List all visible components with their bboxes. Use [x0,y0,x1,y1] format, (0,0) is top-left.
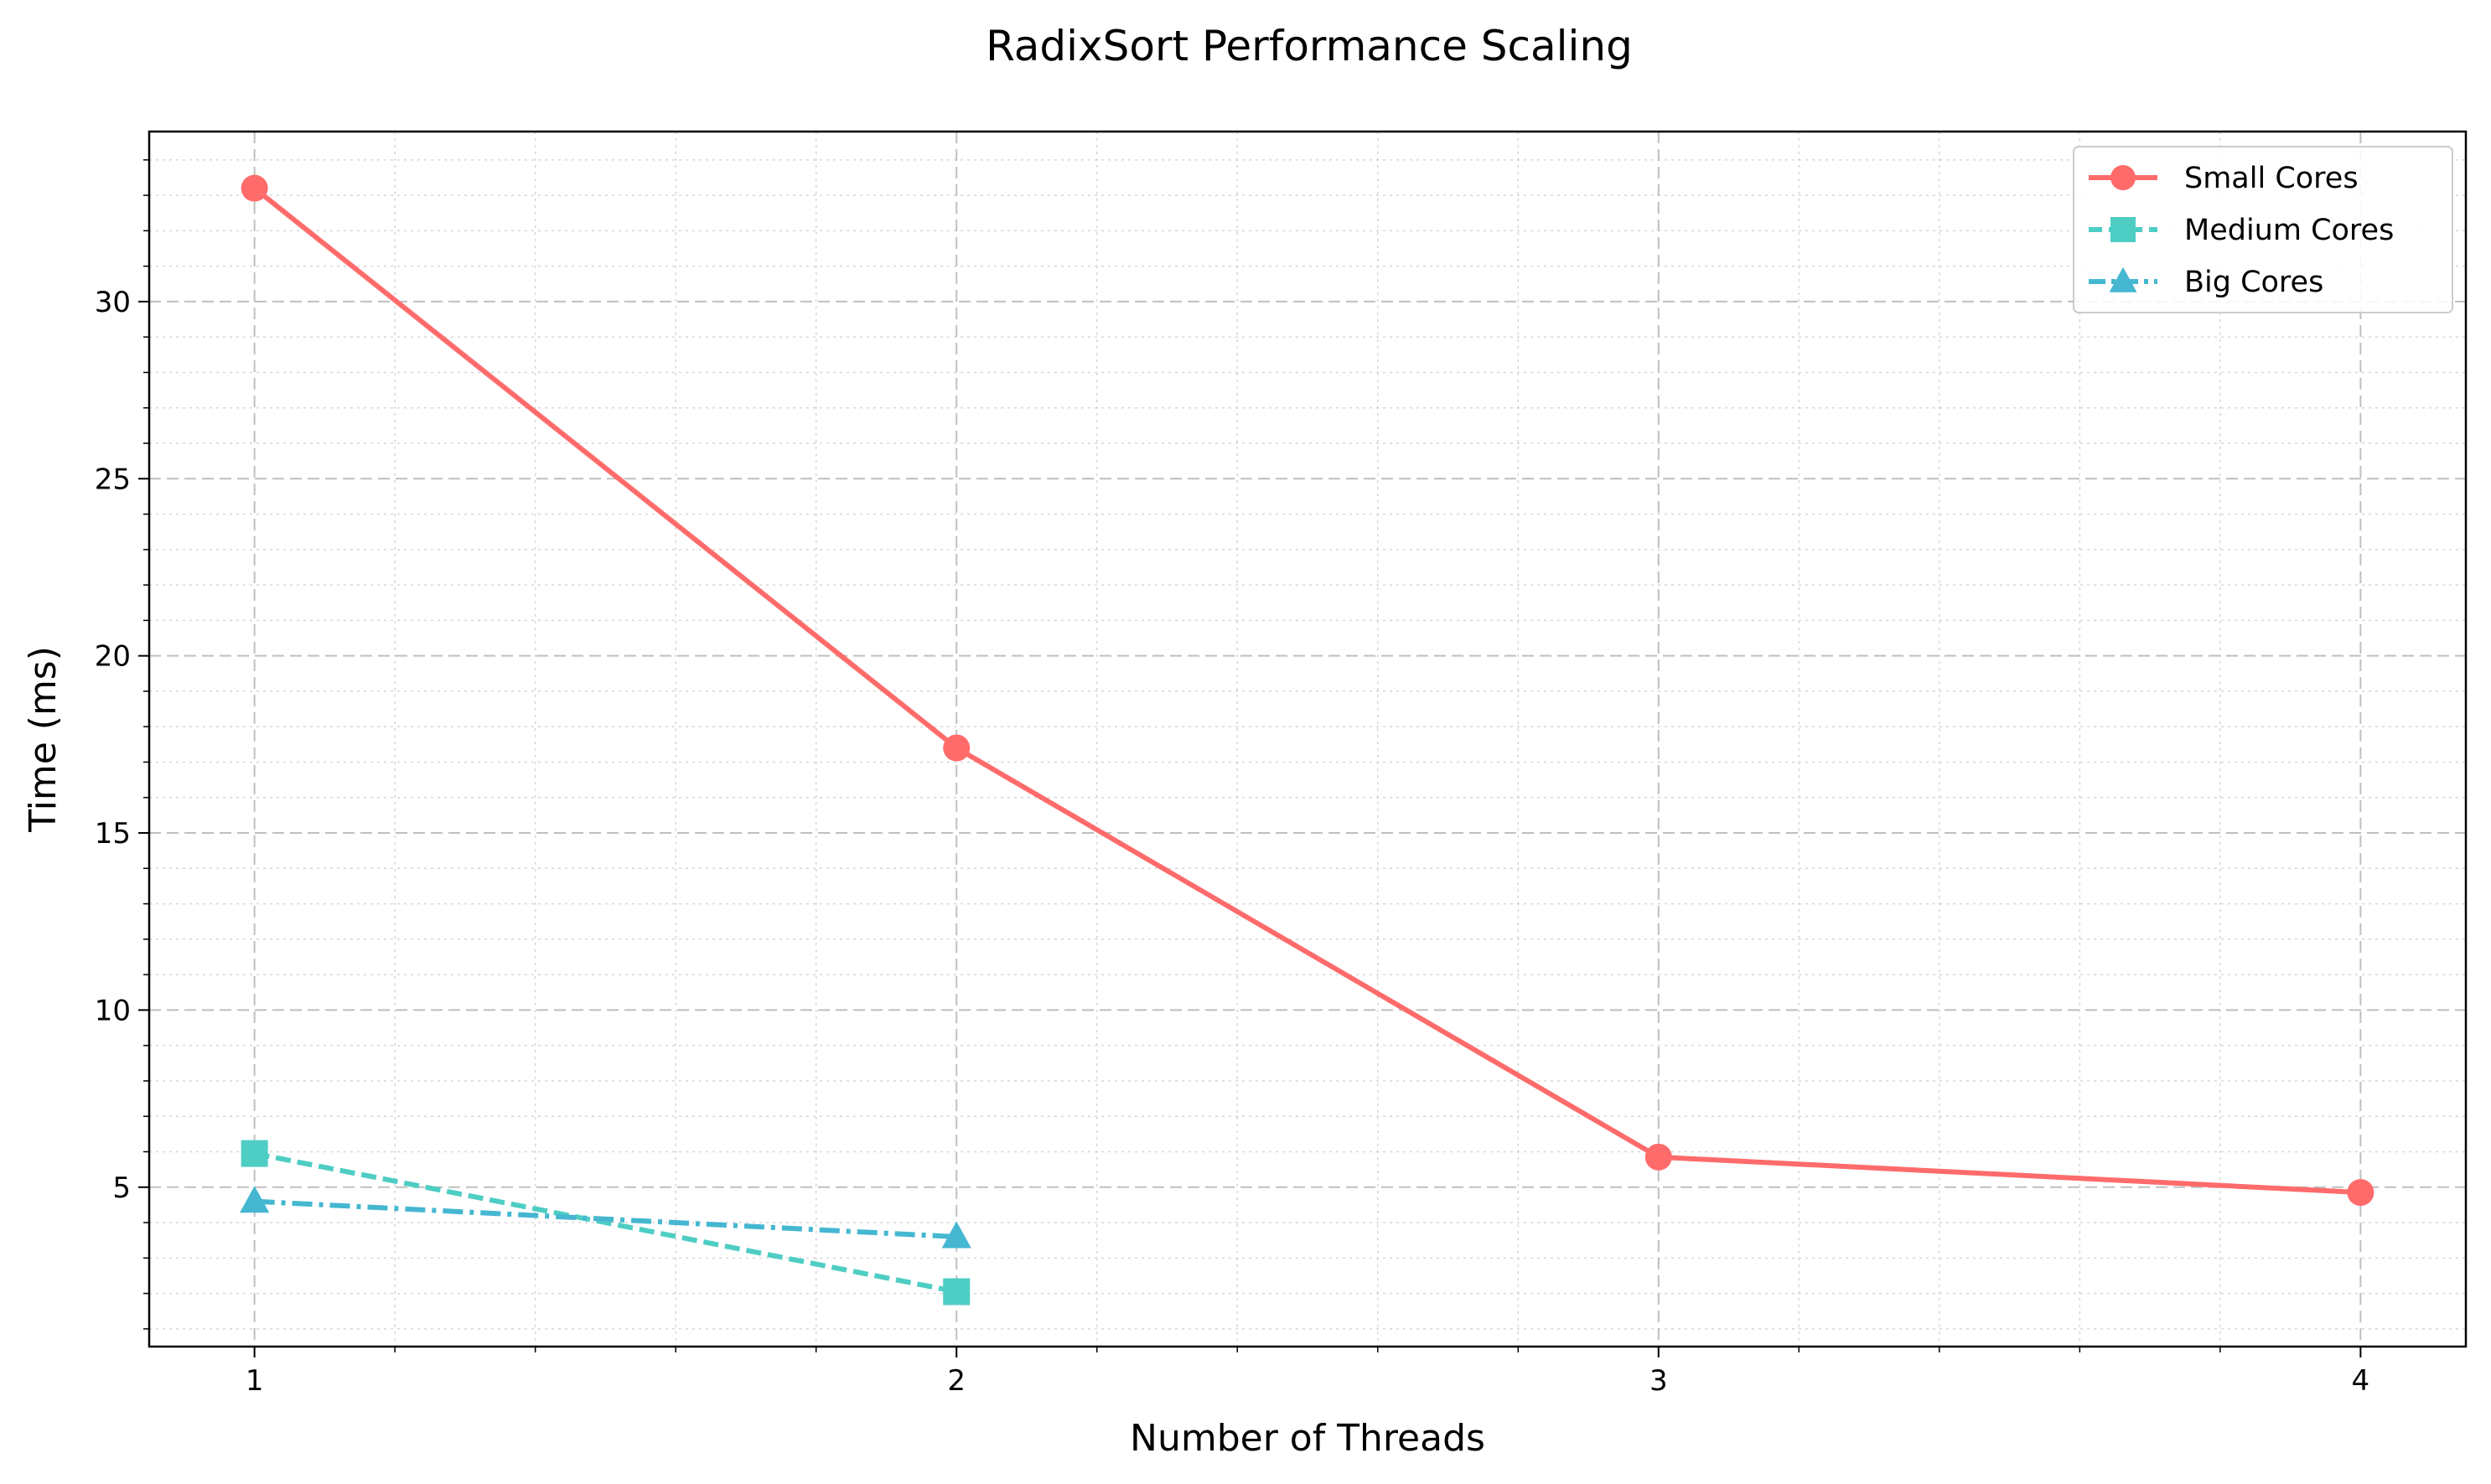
data-point [2110,165,2136,190]
x-tick-label: 2 [947,1364,966,1398]
data-point [943,734,971,762]
y-axis-label: Time (ms) [22,646,65,833]
x-tick-label: 1 [246,1364,264,1398]
y-tick-label: 30 [95,286,131,319]
series-1 [241,1140,971,1306]
legend-item: Medium Cores [2089,214,2394,247]
legend-box [2073,146,2453,313]
chart-title: RadixSort Performance Scaling [986,22,1633,70]
legend-item: Small Cores [2089,162,2359,195]
data-point [943,1278,971,1306]
series-line [252,186,2361,1196]
series-2 [240,1186,971,1249]
series-0 [241,174,2374,1207]
legend-label: Big Cores [2184,266,2323,299]
legend-label: Small Cores [2184,162,2359,195]
x-tick-label: 3 [1649,1364,1668,1398]
y-tick-label: 25 [95,463,131,496]
data-point [2109,266,2137,292]
data-point [941,1221,971,1249]
series-line [254,1150,957,1295]
data-point [240,1186,270,1213]
data-point [2110,217,2136,242]
data-point [241,1140,268,1167]
legend: Small Cores Medium Cores Big Cores [2073,146,2453,313]
x-axis-label: Number of Threads [1130,1417,1485,1460]
legend-label: Medium Cores [2184,214,2394,247]
legend-item: Big Cores [2089,266,2323,299]
series-line [254,1198,957,1239]
ticks: 1 2 3 4 5 10 15 20 25 30 [95,159,2370,1398]
data-point [1644,1143,1672,1171]
plot-frame [148,130,2468,1348]
series-layer [240,174,2374,1306]
data-point [2347,1179,2374,1207]
y-tick-label: 20 [95,640,131,674]
grid [149,132,2466,1347]
y-tick-label: 15 [95,817,131,851]
y-tick-label: 5 [112,1171,131,1205]
x-tick-label: 4 [2352,1364,2370,1398]
data-point [241,174,268,202]
y-tick-label: 10 [95,994,131,1027]
